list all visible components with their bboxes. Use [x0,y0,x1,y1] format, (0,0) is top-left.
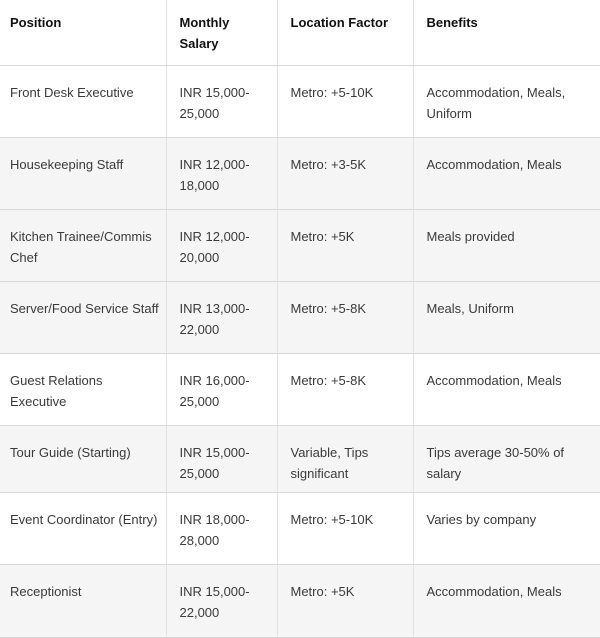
table-row: Kitchen Trainee/Commis Chef INR 12,000-2… [0,209,600,282]
salary-cell: INR 15,000-25,000 [165,425,277,493]
location-cell: Metro: +5-10K [276,65,413,138]
table-header-row: Position Monthly Salary Location Factor … [0,0,600,66]
position-cell: Server/Food Service Staff [0,281,166,354]
table-row: Guest Relations Executive INR 16,000-25,… [0,353,600,426]
salary-cell: INR 18,000-28,000 [165,492,277,565]
benefits-cell: Accommodation, Meals [412,353,600,426]
location-cell: Variable, Tips significant [276,425,413,493]
location-cell: Metro: +5-8K [276,353,413,426]
location-cell: Metro: +5K [276,564,413,638]
table-row: Housekeeping Staff INR 12,000-18,000 Met… [0,137,600,210]
location-cell: Metro: +5-10K [276,492,413,565]
column-header-position: Position [0,0,166,66]
position-cell: Event Coordinator (Entry) [0,492,166,565]
location-cell: Metro: +5K [276,209,413,282]
location-cell: Metro: +3-5K [276,137,413,210]
benefits-cell: Accommodation, Meals [412,564,600,638]
salary-cell: INR 15,000-25,000 [165,65,277,138]
benefits-cell: Meals, Uniform [412,281,600,354]
location-cell: Metro: +5-8K [276,281,413,354]
benefits-cell: Accommodation, Meals [412,137,600,210]
salary-cell: INR 12,000-20,000 [165,209,277,282]
position-cell: Tour Guide (Starting) [0,425,166,493]
position-cell: Receptionist [0,564,166,638]
benefits-cell: Varies by company [412,492,600,565]
table-row: Server/Food Service Staff INR 13,000-22,… [0,281,600,354]
table-row: Event Coordinator (Entry) INR 18,000-28,… [0,492,600,565]
position-cell: Kitchen Trainee/Commis Chef [0,209,166,282]
salary-cell: INR 15,000-22,000 [165,564,277,638]
benefits-cell: Accommodation, Meals, Uniform [412,65,600,138]
salary-cell: INR 16,000-25,000 [165,353,277,426]
benefits-cell: Meals provided [412,209,600,282]
salary-cell: INR 13,000-22,000 [165,281,277,354]
table-row: Front Desk Executive INR 15,000-25,000 M… [0,65,600,138]
position-cell: Guest Relations Executive [0,353,166,426]
column-header-benefits: Benefits [412,0,600,66]
column-header-monthly-salary: Monthly Salary [165,0,277,66]
table-row: Receptionist INR 15,000-22,000 Metro: +5… [0,564,600,638]
position-cell: Housekeeping Staff [0,137,166,210]
salary-cell: INR 12,000-18,000 [165,137,277,210]
column-header-location-factor: Location Factor [276,0,413,66]
benefits-cell: Tips average 30-50% of salary [412,425,600,493]
table-row: Tour Guide (Starting) INR 15,000-25,000 … [0,425,600,493]
position-cell: Front Desk Executive [0,65,166,138]
